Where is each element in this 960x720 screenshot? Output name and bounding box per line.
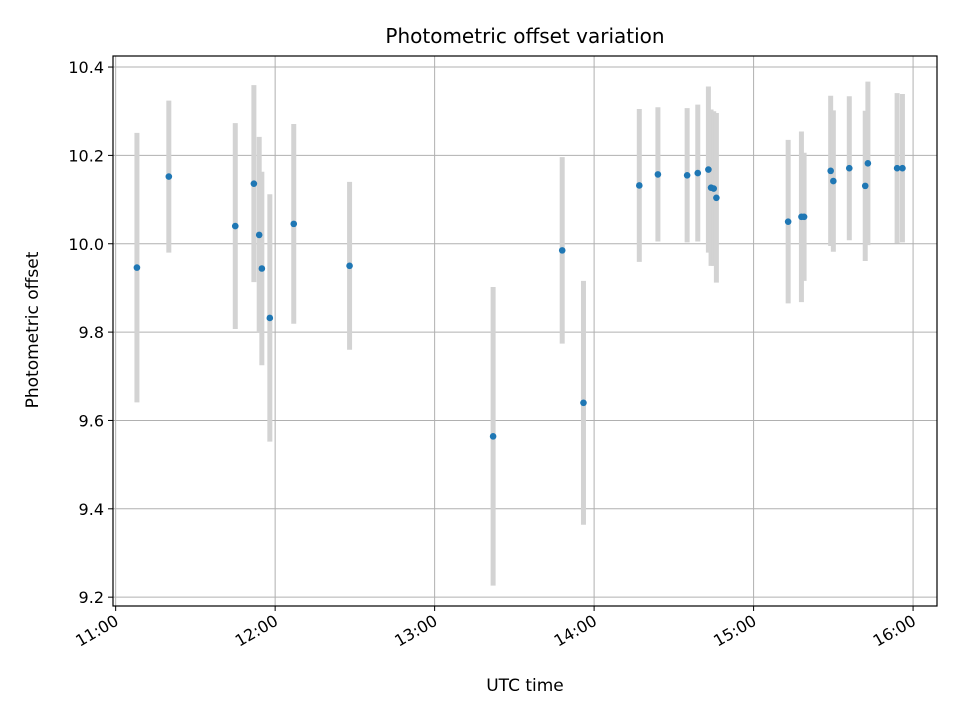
data-point [694, 169, 702, 177]
data-point [346, 262, 353, 270]
data-point [864, 160, 872, 167]
y-tick-label: 10.0 [68, 235, 104, 254]
data-point [258, 265, 266, 272]
y-tick-label: 9.2 [79, 588, 104, 607]
data-point [893, 164, 901, 172]
y-tick-label: 9.6 [79, 411, 104, 430]
data-point [489, 433, 497, 440]
data-point [255, 231, 263, 239]
y-axis: 9.2 9.4 9.6 9.8 10.0 10.2 10.4 [68, 58, 113, 607]
data-point [713, 194, 720, 202]
y-tick-label: 9.4 [79, 500, 104, 519]
data-point [830, 177, 837, 185]
data-point [558, 247, 566, 254]
grid [113, 56, 937, 606]
data-point [784, 218, 792, 225]
data-point [165, 173, 173, 180]
data-point [710, 185, 718, 192]
data-point [231, 222, 239, 230]
data-point [705, 166, 712, 173]
data-point [800, 213, 808, 221]
y-tick-label: 10.4 [68, 58, 104, 77]
data-point [290, 220, 298, 228]
y-tick-label: 10.2 [68, 146, 104, 165]
data-point [635, 182, 643, 189]
chart-title: Photometric offset variation [385, 24, 664, 48]
data-point [580, 399, 587, 407]
data-point [827, 167, 834, 175]
data-point [250, 180, 258, 187]
plot-frame [112, 55, 938, 607]
data-points [133, 160, 906, 440]
data-point [861, 182, 869, 190]
data-point [266, 314, 274, 322]
data-point [845, 164, 853, 172]
y-tick-label: 9.8 [79, 323, 104, 342]
data-point [654, 171, 662, 178]
data-point [133, 264, 141, 271]
x-axis-label: UTC time [486, 676, 564, 696]
y-axis-label: Photometric offset [23, 251, 43, 408]
data-point [899, 164, 906, 172]
data-point [683, 171, 691, 179]
